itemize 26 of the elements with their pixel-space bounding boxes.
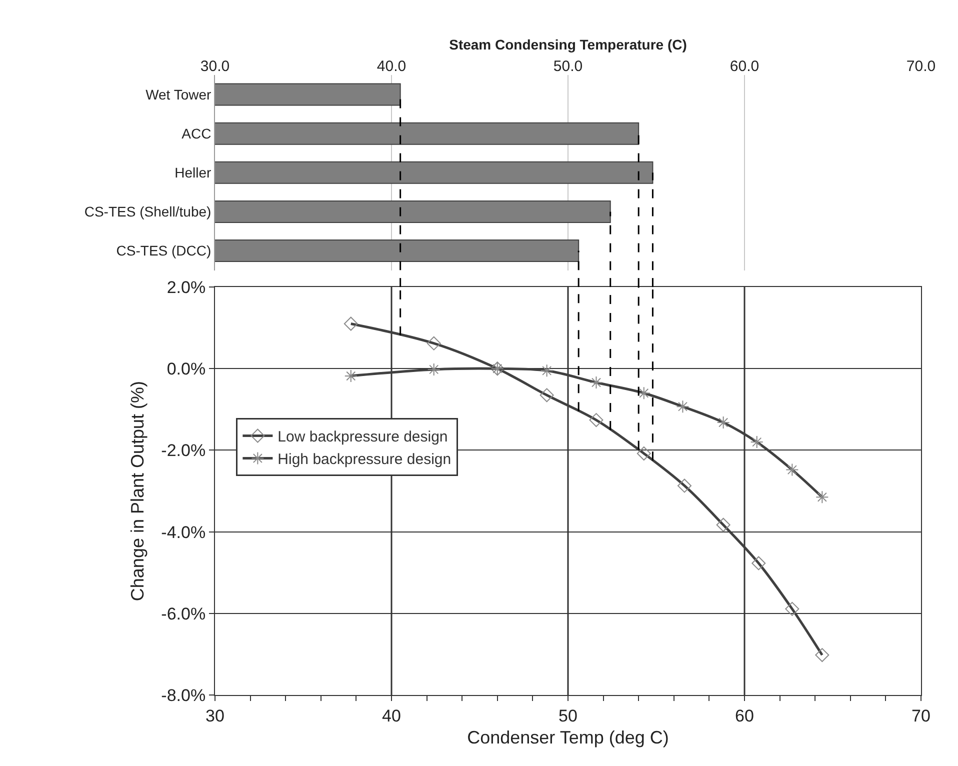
y-axis-title: Change in Plant Output (%) xyxy=(127,380,148,602)
y-tick-label: -2.0% xyxy=(161,441,206,460)
y-tick-label: CS-TES (DCC) xyxy=(116,242,212,259)
y-tick-label: ACC xyxy=(182,125,212,142)
y-tick-label: -8.0% xyxy=(161,686,206,705)
legend-label: Low backpressure design xyxy=(278,428,448,446)
x-tick-label: 70.0 xyxy=(906,58,936,75)
y-tick-label: Wet Tower xyxy=(146,86,212,102)
x-axis-title: Condenser Temp (deg C) xyxy=(467,728,669,748)
y-tick-label: -4.0% xyxy=(161,522,206,542)
y-tick-label: 0.0% xyxy=(166,360,206,379)
x-tick-label: 40 xyxy=(382,706,401,726)
y-tick-label: 2.0% xyxy=(166,278,206,297)
x-tick-label: 50 xyxy=(558,706,578,726)
x-tick-label: 50.0 xyxy=(553,58,583,75)
x-tick-label: 30.0 xyxy=(200,58,230,75)
x-tick-label: 70 xyxy=(912,706,930,726)
legend-label: High backpressure design xyxy=(278,451,452,468)
x-tick-label: 40.0 xyxy=(376,58,406,75)
x-tick-label: 60.0 xyxy=(730,58,760,75)
x-axis-title: Steam Condensing Temperature (C) xyxy=(449,36,687,53)
y-tick-label: Heller xyxy=(174,164,212,181)
y-tick-label: CS-TES (Shell/tube) xyxy=(84,204,212,220)
x-tick-label: 30 xyxy=(206,706,224,726)
y-tick-label: -6.0% xyxy=(161,604,206,624)
x-tick-label: 60 xyxy=(735,706,754,726)
